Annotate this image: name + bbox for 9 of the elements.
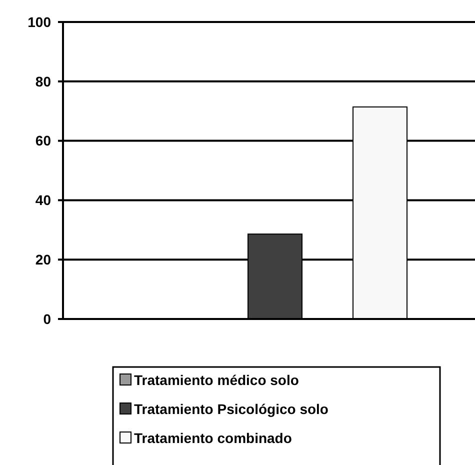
y-tick-label: 100 xyxy=(28,14,52,30)
y-tick-label: 0 xyxy=(43,310,52,327)
legend-label: Tratamiento combinado xyxy=(134,430,292,446)
y-tick-label: 60 xyxy=(35,132,52,149)
y-tick-label: 80 xyxy=(35,73,52,90)
legend-label: Tratamiento médico solo xyxy=(134,372,299,388)
legend-label: Tratamiento Psicológico solo xyxy=(134,400,328,417)
y-tick-label: 40 xyxy=(35,192,52,208)
y-tick-label: 20 xyxy=(35,252,52,268)
